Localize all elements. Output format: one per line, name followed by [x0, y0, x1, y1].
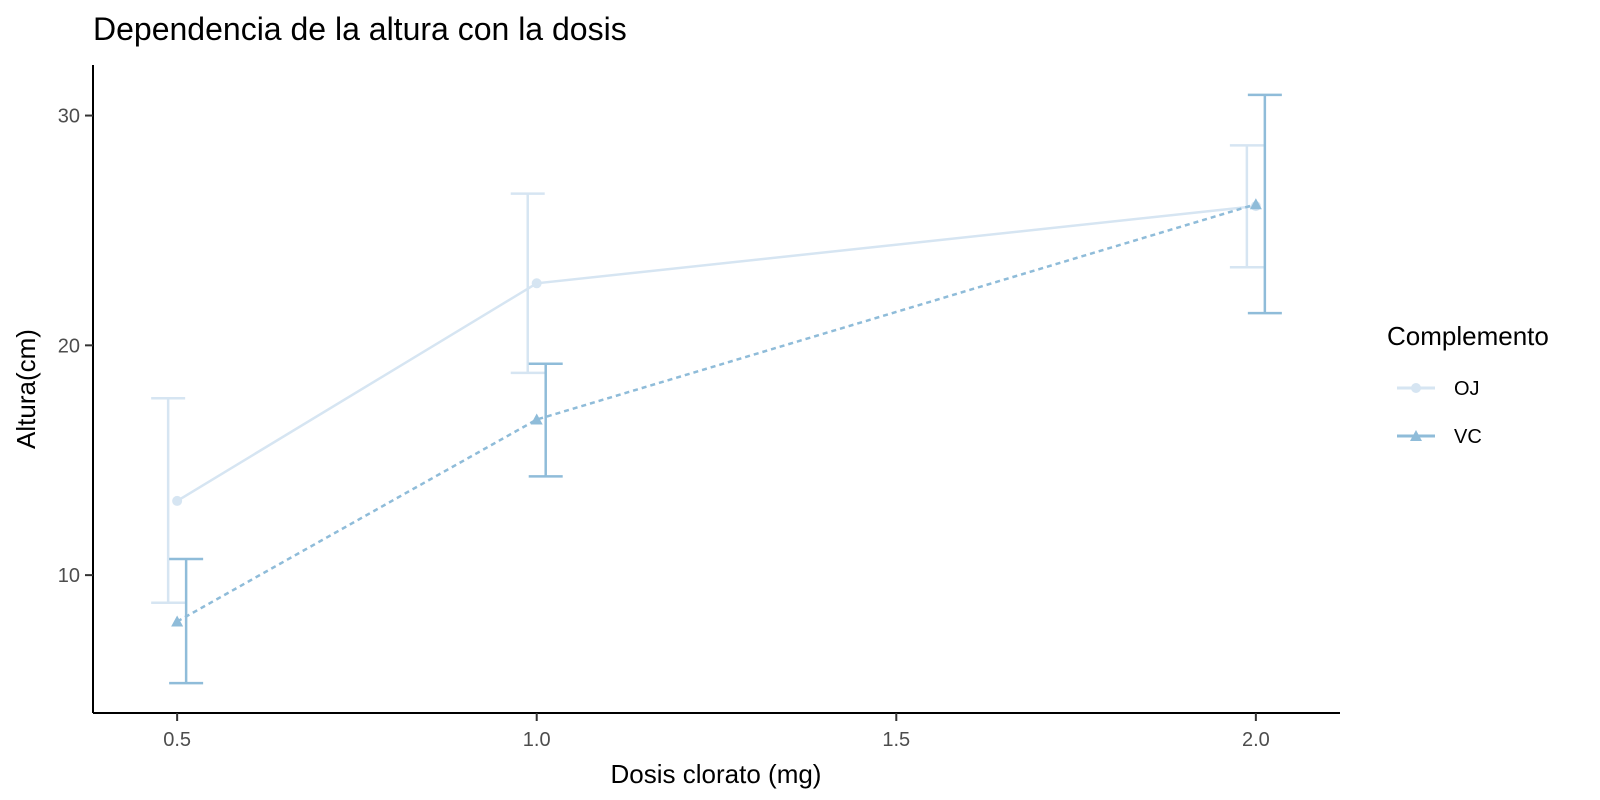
x-axis-title: Dosis clorato (mg)	[611, 759, 822, 789]
y-tick-label: 30	[58, 106, 80, 128]
series-vc	[169, 93, 1282, 685]
legend-title: Complemento	[1387, 321, 1549, 351]
legend-label: VC	[1454, 426, 1482, 448]
data-point	[531, 278, 542, 289]
legend: Complemento OJ VC	[1387, 321, 1549, 448]
legend-label: OJ	[1454, 378, 1480, 400]
series-line	[176, 203, 1257, 623]
y-tick-label: 20	[58, 335, 80, 357]
y-tick-label: 10	[58, 565, 80, 587]
y-axis-ticks: 10 20 30	[58, 106, 93, 587]
x-tick-label: 2.0	[1242, 729, 1270, 751]
data-point	[530, 413, 543, 425]
x-tick-label: 1.0	[523, 729, 551, 751]
plot-area	[151, 93, 1282, 685]
legend-key-marker	[1411, 383, 1421, 393]
chart-title: Dependencia de la altura con la dosis	[93, 11, 627, 47]
data-point	[171, 615, 184, 627]
legend-items: OJ VC	[1397, 378, 1482, 448]
legend-item-vc: VC	[1397, 426, 1482, 448]
x-tick-label: 0.5	[163, 729, 191, 751]
y-axis-title: Altura(cm)	[11, 329, 41, 449]
x-tick-label: 1.5	[882, 729, 910, 751]
legend-key-marker	[1410, 430, 1422, 441]
x-axis-ticks: 0.5 1.0 1.5 2.0	[163, 713, 1270, 751]
series-oj	[151, 144, 1264, 604]
data-point	[172, 495, 183, 506]
data-point	[1249, 198, 1262, 210]
legend-item-oj: OJ	[1397, 378, 1480, 400]
series-line	[176, 204, 1256, 502]
